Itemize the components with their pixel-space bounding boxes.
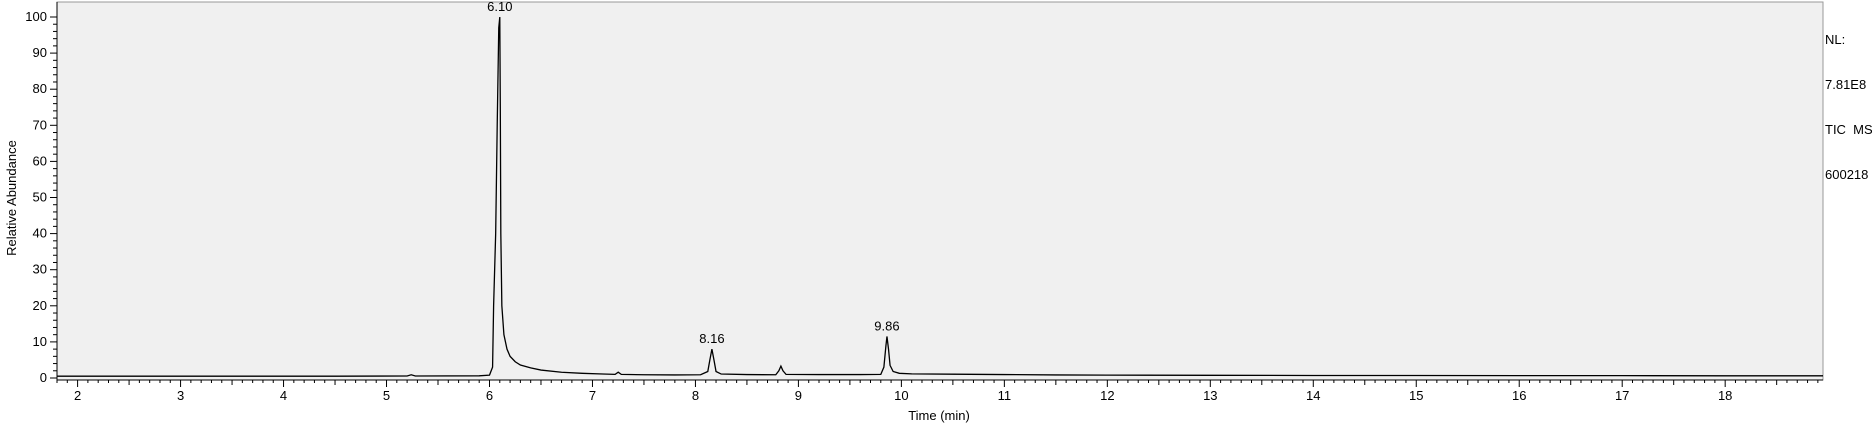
info-line-scan: TIC MS (1825, 122, 1872, 137)
x-tick-label: 8 (692, 388, 699, 403)
y-tick-label: 10 (33, 334, 47, 349)
peak-label: 9.86 (874, 318, 899, 333)
peak-label: 8.16 (699, 331, 724, 346)
x-tick-label: 5 (383, 388, 390, 403)
y-tick-label: 100 (25, 9, 47, 24)
x-tick-label: 6 (486, 388, 493, 403)
x-tick-label: 2 (74, 388, 81, 403)
normalization-info: NL: 7.81E8 TIC MS 600218 (1825, 2, 1872, 197)
y-tick-label: 30 (33, 262, 47, 277)
x-tick-label: 4 (280, 388, 287, 403)
info-line-value: 7.81E8 (1825, 77, 1867, 92)
x-tick-label: 9 (795, 388, 802, 403)
x-tick-label: 12 (1100, 388, 1114, 403)
x-tick-label: 7 (589, 388, 596, 403)
y-axis: 0 10 20 30 40 50 60 70 80 90 100 (25, 2, 58, 385)
x-tick-label: 16 (1512, 388, 1526, 403)
x-tick-label: 18 (1718, 388, 1732, 403)
x-tick-label: 10 (894, 388, 908, 403)
y-tick-label: 60 (33, 153, 47, 168)
x-axis: 2 3 4 5 6 7 8 9 10 11 12 13 14 15 16 17 18 (56, 379, 1823, 403)
y-axis-title: Relative Abundance (4, 140, 19, 256)
x-tick-label: 15 (1409, 388, 1423, 403)
x-tick-label: 13 (1203, 388, 1217, 403)
y-tick-label: 90 (33, 45, 47, 60)
x-tick-label: 17 (1615, 388, 1629, 403)
y-tick-label: 0 (40, 370, 47, 385)
y-tick-label: 70 (33, 117, 47, 132)
x-tick-label: 3 (177, 388, 184, 403)
y-tick-label: 80 (33, 81, 47, 96)
info-line-nl: NL: (1825, 32, 1846, 47)
peak-labels: 6.10 8.16 9.86 (487, 0, 899, 346)
y-tick-label: 40 (33, 226, 47, 241)
y-tick-label: 50 (33, 190, 47, 205)
plot-area (56, 1, 1824, 381)
x-tick-label: 14 (1306, 388, 1320, 403)
y-tick-label: 20 (33, 298, 47, 313)
x-axis-title: Time (min) (908, 408, 970, 423)
x-tick-label: 11 (998, 388, 1012, 403)
tic-series-line (57, 16, 1823, 377)
info-line-file: 600218 (1825, 167, 1869, 182)
peak-label: 6.10 (487, 0, 512, 14)
